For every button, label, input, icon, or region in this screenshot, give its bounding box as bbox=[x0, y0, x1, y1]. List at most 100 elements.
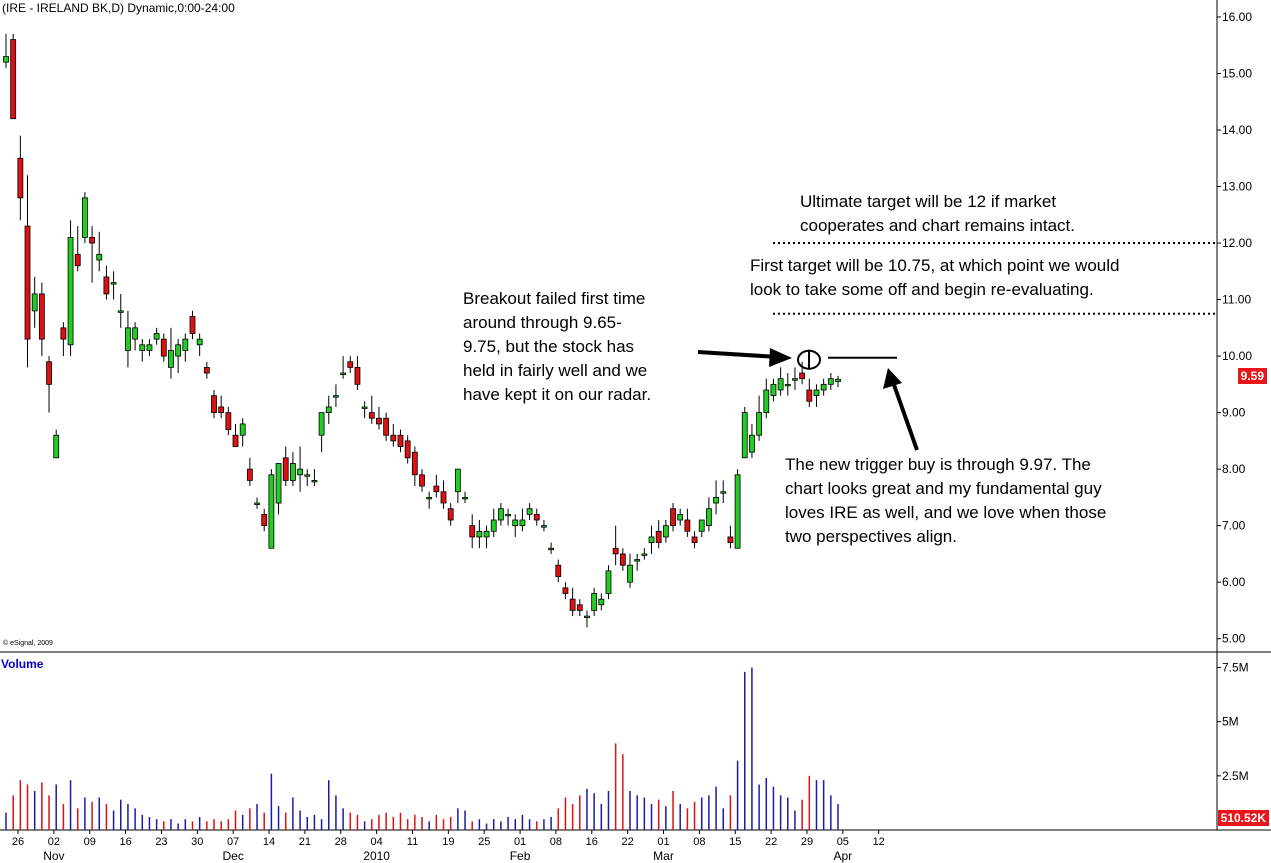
date-tick-label: 11 bbox=[407, 836, 418, 848]
candle-body bbox=[3, 56, 9, 63]
arrow-head bbox=[769, 348, 792, 367]
price-tick-label: 12.00 bbox=[1222, 236, 1252, 250]
candle-body bbox=[397, 434, 404, 447]
volume-axis-ticks: 7.5M 5M 2.5M bbox=[1217, 661, 1249, 783]
month-label: Nov bbox=[43, 849, 64, 863]
candle-body bbox=[512, 519, 519, 527]
note-line: The new trigger buy is through 9.97. The bbox=[785, 455, 1091, 474]
date-tick-label: 22 bbox=[765, 836, 777, 848]
price-tick-label: 8.00 bbox=[1222, 462, 1246, 476]
date-tick-label: 19 bbox=[442, 836, 454, 848]
date-tick-label: 08 bbox=[693, 836, 705, 848]
candle-body bbox=[46, 361, 52, 385]
candle-body bbox=[340, 372, 347, 375]
candle-body bbox=[125, 327, 131, 351]
date-tick-label: 16 bbox=[586, 836, 598, 848]
candle-body bbox=[698, 519, 705, 532]
candle-body bbox=[383, 417, 390, 436]
candle-body bbox=[447, 508, 454, 521]
candle-body bbox=[763, 389, 770, 414]
volume-series bbox=[5, 667, 839, 830]
candle-body bbox=[53, 434, 60, 459]
candle-body bbox=[497, 508, 504, 521]
candle-body bbox=[799, 372, 806, 380]
note-line: have kept it on our radar. bbox=[463, 385, 652, 404]
candle-body bbox=[720, 491, 727, 494]
candle-body bbox=[361, 406, 368, 409]
note-line: Breakout failed first time bbox=[463, 289, 646, 308]
candle-body bbox=[705, 508, 712, 527]
candle-body bbox=[268, 474, 275, 549]
candle-body bbox=[196, 338, 203, 346]
candle-body bbox=[81, 197, 88, 238]
candle-body bbox=[598, 598, 605, 606]
candle-body bbox=[254, 502, 260, 505]
candle-body bbox=[132, 327, 139, 340]
candle-body bbox=[311, 480, 318, 483]
volume-pane-title: Volume bbox=[1, 657, 44, 671]
candle-body bbox=[476, 530, 483, 538]
candle-body bbox=[325, 406, 332, 414]
note-trigger-buy: The new trigger buy is through 9.97. The… bbox=[785, 453, 1106, 549]
date-tick-label: 16 bbox=[119, 836, 131, 848]
candle-body bbox=[282, 457, 289, 481]
price-tick-label: 16.00 bbox=[1222, 10, 1252, 24]
candle-body bbox=[462, 496, 468, 500]
candle-body bbox=[246, 468, 253, 481]
candle-body bbox=[670, 508, 676, 527]
candle-body bbox=[756, 412, 763, 436]
candle-body bbox=[318, 412, 325, 436]
candle-body bbox=[727, 536, 734, 544]
candle-body bbox=[612, 547, 619, 555]
candle-body bbox=[289, 463, 296, 481]
candle-body bbox=[813, 389, 820, 397]
candle-body bbox=[519, 519, 526, 527]
date-tick-label: 14 bbox=[263, 836, 275, 848]
candle-body bbox=[591, 593, 598, 611]
note-line: two perspectives align. bbox=[785, 527, 957, 546]
candle-body bbox=[182, 338, 189, 351]
candle-body bbox=[103, 276, 110, 295]
candle-body bbox=[261, 513, 268, 527]
date-tick-label: 29 bbox=[801, 836, 813, 848]
target-levels bbox=[697, 242, 1217, 451]
date-tick-label: 09 bbox=[84, 836, 96, 848]
date-tick-label: 26 bbox=[12, 836, 24, 848]
candle-body bbox=[110, 282, 117, 285]
candle-body bbox=[662, 525, 669, 538]
date-tick-label: 15 bbox=[729, 836, 741, 848]
note-first-target: First target will be 10.75, at which poi… bbox=[750, 254, 1119, 302]
month-label: Feb bbox=[510, 849, 531, 863]
candle-body bbox=[548, 547, 555, 551]
candle-body bbox=[713, 496, 719, 504]
chart-frame bbox=[0, 0, 1271, 831]
candle-body bbox=[691, 536, 698, 544]
date-tick-label: 04 bbox=[370, 836, 382, 848]
date-tick-label: 12 bbox=[873, 836, 885, 848]
candle-body bbox=[354, 366, 361, 385]
candle-body bbox=[490, 519, 497, 532]
candle-body bbox=[10, 39, 17, 120]
candle-body bbox=[153, 333, 160, 340]
candle-body bbox=[232, 434, 239, 447]
last-price-tag: 9.59 bbox=[1237, 368, 1267, 384]
candle-body bbox=[569, 598, 576, 611]
candle-body bbox=[641, 553, 648, 556]
candle-body bbox=[17, 157, 24, 199]
candle-body bbox=[684, 519, 691, 532]
candle-body bbox=[605, 570, 612, 594]
candle-body bbox=[749, 434, 755, 453]
note-breakout-failed: Breakout failed first time around throug… bbox=[463, 287, 651, 407]
candle-body bbox=[275, 463, 282, 504]
candle-body bbox=[96, 253, 103, 261]
date-tick-label: 01 bbox=[657, 836, 669, 848]
price-tick-label: 11.00 bbox=[1222, 293, 1251, 307]
candle-body bbox=[827, 378, 834, 385]
last-volume-tag: 510.52K bbox=[1217, 810, 1269, 826]
price-tick-label: 9.00 bbox=[1222, 406, 1246, 420]
note-line: around through 9.65- bbox=[463, 313, 622, 332]
candle-body bbox=[541, 525, 547, 528]
candle-body bbox=[454, 468, 461, 493]
note-line: look to take some off and begin re-evalu… bbox=[750, 280, 1094, 299]
